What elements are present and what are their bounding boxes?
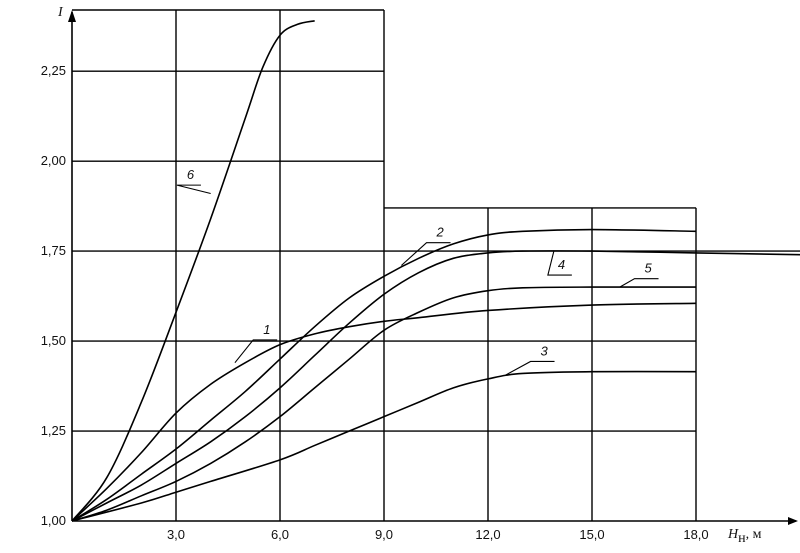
y-tick-label: 2,25 xyxy=(41,63,66,78)
x-axis-label: Hн, м xyxy=(727,527,762,546)
y-tick-label: 2,00 xyxy=(41,153,66,168)
curve-leader-1 xyxy=(234,339,278,364)
curve-leader-5 xyxy=(619,278,659,288)
curve-labels: 1 2 3 4 5 6 xyxy=(176,167,659,376)
x-axis-unit: , м xyxy=(746,527,762,542)
axes xyxy=(68,10,798,525)
curve-label-3: 3 xyxy=(541,343,549,358)
y-axis-arrow xyxy=(68,10,76,22)
x-tick-label: 18,0 xyxy=(683,527,708,542)
tick-labels: 3,0 6,0 9,0 12,0 15,0 18,0 1,00 1,25 1,50 1,75 2,0… xyxy=(41,63,709,542)
series-line-6 xyxy=(71,20,315,522)
curve-leader-6 xyxy=(176,184,211,195)
y-tick-label: 1,00 xyxy=(41,513,66,528)
x-axis-subscript: н xyxy=(738,531,746,546)
curve-label-6: 6 xyxy=(187,167,195,182)
curve-leader-2 xyxy=(400,242,451,266)
curve-label-5: 5 xyxy=(645,261,653,276)
x-tick-label: 12,0 xyxy=(475,527,500,542)
x-tick-label: 9,0 xyxy=(375,527,393,542)
curve-label-1: 1 xyxy=(263,322,270,337)
curve-leader-3 xyxy=(505,360,555,376)
series-line-1 xyxy=(71,302,697,522)
x-tick-label: 15,0 xyxy=(579,527,604,542)
y-tick-label: 1,50 xyxy=(41,333,66,348)
series-line-2 xyxy=(71,228,697,522)
x-tick-label: 3,0 xyxy=(167,527,185,542)
grid xyxy=(72,9,800,521)
curve-label-4: 4 xyxy=(558,257,565,272)
curve-label-2: 2 xyxy=(436,225,445,240)
x-axis-arrow xyxy=(788,517,798,525)
series-lines xyxy=(71,20,800,522)
x-tick-label: 6,0 xyxy=(271,527,289,542)
series-line-3 xyxy=(71,370,697,522)
y-axis-label: I xyxy=(57,5,64,20)
y-tick-label: 1,75 xyxy=(41,243,66,258)
series-line-4 xyxy=(71,250,800,522)
y-tick-label: 1,25 xyxy=(41,423,66,438)
x-axis-symbol: H xyxy=(727,527,739,542)
curve-leader-4 xyxy=(547,250,572,276)
series-line-5 xyxy=(71,286,697,522)
